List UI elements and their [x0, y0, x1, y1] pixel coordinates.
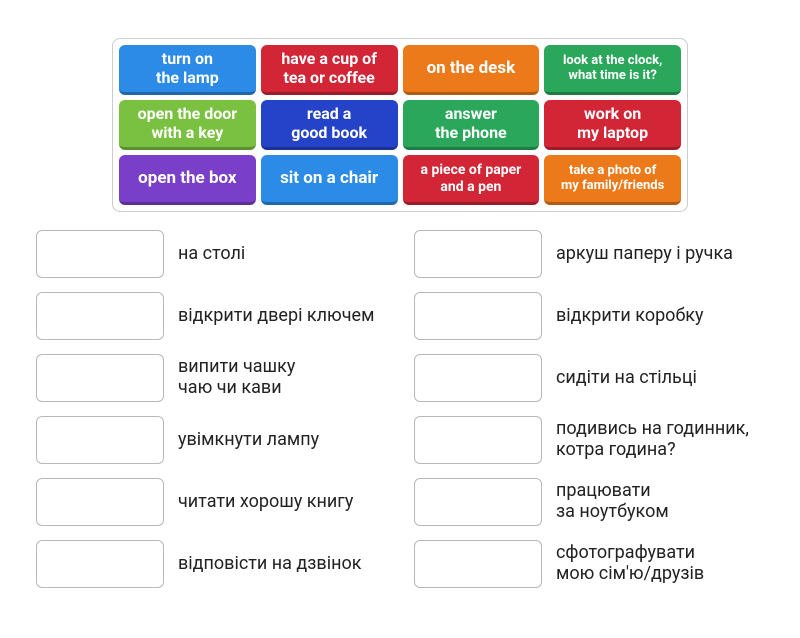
slot-label-slot-cup-tea: випити чашку чаю чи кави: [178, 357, 295, 398]
drop-slot-slot-work-laptop[interactable]: [414, 478, 542, 526]
slot-label-slot-open-door: відкрити двері ключем: [178, 306, 374, 327]
slot-row-slot-read-book: читати хорошу книгу: [36, 478, 386, 526]
slot-label-slot-open-box: відкрити коробку: [556, 306, 704, 327]
tile-open-the-box[interactable]: open the box: [119, 155, 256, 205]
drop-slot-slot-open-box[interactable]: [414, 292, 542, 340]
tile-look-at-clock[interactable]: look at the clock, what time is it?: [544, 45, 681, 95]
tile-read-good-book[interactable]: read a good book: [261, 100, 398, 150]
tile-open-door-key[interactable]: open the door with a key: [119, 100, 256, 150]
slot-label-slot-on-desk: на столі: [178, 244, 245, 265]
slot-row-slot-take-photo: сфотографувати мою сім'ю/друзів: [414, 540, 764, 588]
slot-label-slot-paper-pen: аркуш паперу і ручка: [556, 244, 733, 265]
slot-row-slot-turn-on-lamp: увімкнути лампу: [36, 416, 386, 464]
tile-paper-and-pen[interactable]: a piece of paper and a pen: [403, 155, 540, 205]
slot-label-slot-read-book: читати хорошу книгу: [178, 492, 353, 513]
tile-sit-on-chair[interactable]: sit on a chair: [261, 155, 398, 205]
slot-row-slot-paper-pen: аркуш паперу і ручка: [414, 230, 764, 278]
drop-slot-slot-read-book[interactable]: [36, 478, 164, 526]
tile-turn-on-lamp[interactable]: turn on the lamp: [119, 45, 256, 95]
drop-slot-slot-take-photo[interactable]: [414, 540, 542, 588]
tile-on-the-desk[interactable]: on the desk: [403, 45, 540, 95]
slot-label-slot-look-clock: подивись на годинник, котра година?: [556, 419, 749, 460]
tile-answer-phone[interactable]: answer the phone: [403, 100, 540, 150]
slot-row-slot-on-desk: на столі: [36, 230, 386, 278]
slot-row-slot-open-box: відкрити коробку: [414, 292, 764, 340]
drop-slot-slot-answer-phone[interactable]: [36, 540, 164, 588]
slot-row-slot-answer-phone: відповісти на дзвінок: [36, 540, 386, 588]
tile-tray: turn on the lamphave a cup of tea or cof…: [112, 38, 688, 212]
slot-row-slot-open-door: відкрити двері ключем: [36, 292, 386, 340]
drop-slot-slot-cup-tea[interactable]: [36, 354, 164, 402]
drop-slot-slot-sit-chair[interactable]: [414, 354, 542, 402]
slot-label-slot-work-laptop: працювати за ноутбуком: [556, 481, 669, 522]
slot-row-slot-cup-tea: випити чашку чаю чи кави: [36, 354, 386, 402]
drop-slot-slot-on-desk[interactable]: [36, 230, 164, 278]
slot-label-slot-answer-phone: відповісти на дзвінок: [178, 554, 361, 575]
drop-slot-slot-look-clock[interactable]: [414, 416, 542, 464]
slot-label-slot-turn-on-lamp: увімкнути лампу: [178, 430, 319, 451]
answer-grid: на столі аркуш паперу і ручка відкрити две…: [0, 230, 800, 588]
tile-work-on-laptop[interactable]: work on my laptop: [544, 100, 681, 150]
slot-row-slot-sit-chair: сидіти на стільці: [414, 354, 764, 402]
slot-row-slot-work-laptop: працювати за ноутбуком: [414, 478, 764, 526]
slot-label-slot-sit-chair: сидіти на стільці: [556, 368, 697, 389]
drop-slot-slot-paper-pen[interactable]: [414, 230, 542, 278]
slot-row-slot-look-clock: подивись на годинник, котра година?: [414, 416, 764, 464]
tile-take-photo[interactable]: take a photo of my family/friends: [544, 155, 681, 205]
slot-label-slot-take-photo: сфотографувати мою сім'ю/друзів: [556, 543, 704, 584]
drop-slot-slot-open-door[interactable]: [36, 292, 164, 340]
tile-cup-tea-coffee[interactable]: have a cup of tea or coffee: [261, 45, 398, 95]
drop-slot-slot-turn-on-lamp[interactable]: [36, 416, 164, 464]
